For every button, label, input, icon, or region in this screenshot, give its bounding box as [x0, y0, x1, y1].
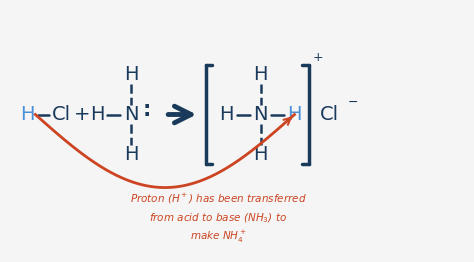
Text: H: H — [253, 145, 268, 164]
Text: N: N — [124, 105, 138, 124]
Text: N: N — [253, 105, 268, 124]
Text: :: : — [142, 100, 151, 120]
Text: Proton (H$^+$) has been transferred: Proton (H$^+$) has been transferred — [130, 192, 307, 206]
Text: from acid to base (NH$_3$) to: from acid to base (NH$_3$) to — [149, 211, 287, 225]
Text: H: H — [90, 105, 104, 124]
Text: H: H — [124, 145, 138, 164]
Text: make NH$_4^+$: make NH$_4^+$ — [190, 229, 246, 245]
Text: −: − — [348, 96, 358, 109]
Text: H: H — [20, 105, 35, 124]
Text: +: + — [312, 51, 323, 64]
Text: H: H — [219, 105, 234, 124]
Text: H: H — [253, 65, 268, 84]
Text: Cl: Cl — [52, 105, 71, 124]
Text: +: + — [74, 105, 91, 124]
Text: H: H — [287, 105, 302, 124]
Text: H: H — [124, 65, 138, 84]
Text: Cl: Cl — [319, 105, 338, 124]
